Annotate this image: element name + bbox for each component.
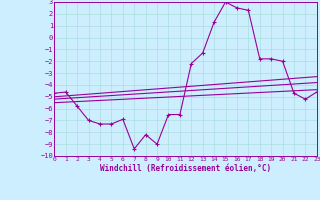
X-axis label: Windchill (Refroidissement éolien,°C): Windchill (Refroidissement éolien,°C): [100, 164, 271, 173]
